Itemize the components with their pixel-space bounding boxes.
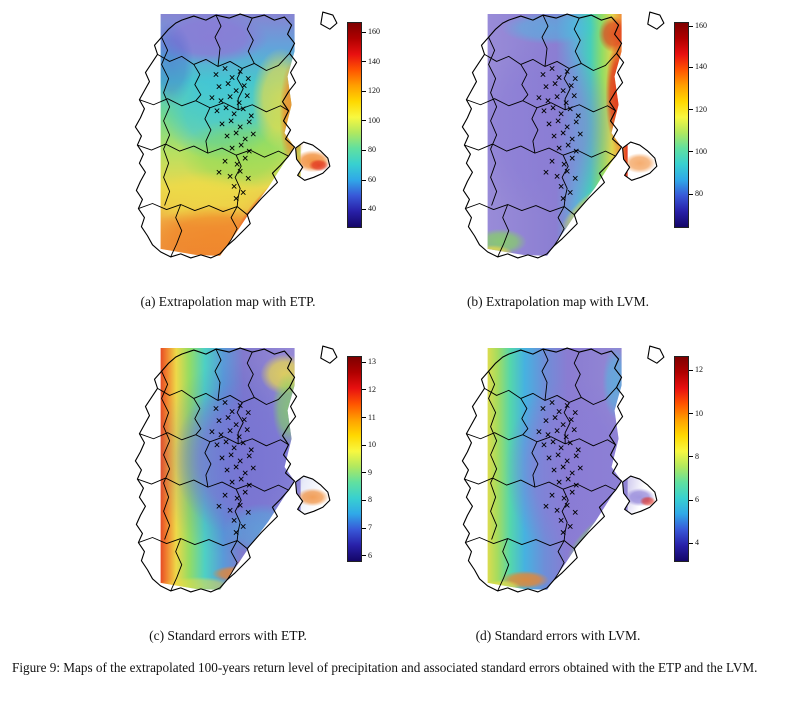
tick-label: 9	[368, 467, 372, 477]
tick-label: 12	[695, 365, 703, 375]
tick-mark	[362, 31, 366, 33]
tick-mark	[362, 208, 366, 210]
subcaption-b: (b) Extrapolation map with LVM.	[466, 294, 650, 309]
tick-mark	[362, 149, 366, 151]
tick-mark	[362, 444, 366, 446]
colorbar-a: 160 140 120 100 80 60 40	[347, 22, 391, 228]
map-extrapolation-lvm	[461, 11, 665, 259]
map-extrapolation-etp	[134, 11, 338, 259]
tick-label: 13	[368, 357, 376, 367]
subcaption-d: (d) Standard errors with LVM.	[475, 628, 641, 643]
tick-mark	[362, 499, 366, 501]
colorbar-c: 13 12 11 10 9 8 7 6	[347, 356, 391, 562]
subcaption-c: (c) Standard errors with ETP.	[149, 628, 307, 643]
colorbar-gradient-d	[674, 356, 689, 562]
tick-mark	[362, 90, 366, 92]
panel-d: 12 10 8 6 4	[420, 340, 718, 602]
tick-label: 11	[368, 412, 376, 422]
tick-label: 12	[368, 384, 376, 394]
colorbar-d: 12 10 8 6 4	[674, 356, 718, 562]
tick-label: 8	[695, 451, 699, 461]
tick-mark	[362, 120, 366, 122]
tick-label: 140	[695, 62, 707, 72]
tick-mark	[362, 472, 366, 474]
tick-label: 80	[695, 189, 703, 198]
tick-mark	[689, 109, 693, 111]
tick-mark	[689, 456, 693, 458]
tick-mark	[362, 527, 366, 529]
tick-mark	[362, 555, 366, 557]
panel-a: 160 140 120 100 80 60 40	[93, 6, 391, 268]
tick-label: 10	[368, 440, 376, 450]
tick-mark	[689, 151, 693, 153]
tick-mark	[362, 179, 366, 181]
tick-label: 100	[368, 115, 380, 125]
tick-label: 120	[695, 104, 707, 114]
tick-label: 80	[368, 145, 376, 155]
tick-label: 120	[368, 86, 380, 96]
tick-mark	[689, 25, 693, 27]
tick-mark	[362, 361, 366, 363]
tick-label: 140	[368, 56, 380, 66]
tick-label: 100	[695, 146, 707, 156]
panel-c: 13 12 11 10 9 8 7 6	[93, 340, 391, 602]
tick-label: 160	[695, 21, 707, 31]
tick-mark	[689, 499, 693, 501]
tick-label: 40	[368, 204, 376, 214]
colorbar-gradient-c	[347, 356, 362, 562]
tick-mark	[689, 542, 693, 544]
panel-b: 160 140 120 100 80	[420, 6, 718, 268]
map-stderr-etp	[134, 345, 338, 593]
tick-mark	[362, 61, 366, 63]
heatmap-raster-b	[487, 14, 656, 256]
colorbar-gradient-b	[674, 22, 689, 228]
tick-mark	[689, 193, 693, 195]
figure-caption: Figure 9: Maps of the extrapolated 100-y…	[12, 660, 758, 675]
tick-label: 7	[368, 523, 372, 533]
tick-mark	[689, 413, 693, 415]
tick-label: 10	[695, 408, 703, 418]
heatmap-raster-c	[160, 348, 329, 590]
map-stderr-lvm	[461, 345, 665, 593]
tick-label: 4	[695, 538, 699, 548]
tick-mark	[362, 417, 366, 419]
tick-mark	[362, 389, 366, 391]
tick-label: 60	[368, 175, 376, 184]
colorbar-gradient-a	[347, 22, 362, 228]
heatmap-raster-a	[160, 14, 330, 256]
tick-mark	[689, 66, 693, 68]
tick-mark	[689, 369, 693, 371]
tick-label: 160	[368, 27, 380, 37]
colorbar-b: 160 140 120 100 80	[674, 22, 718, 228]
subcaption-a: (a) Extrapolation map with ETP.	[140, 294, 316, 309]
tick-label: 6	[368, 550, 372, 560]
tick-label: 8	[368, 495, 372, 505]
tick-label: 6	[695, 495, 699, 505]
